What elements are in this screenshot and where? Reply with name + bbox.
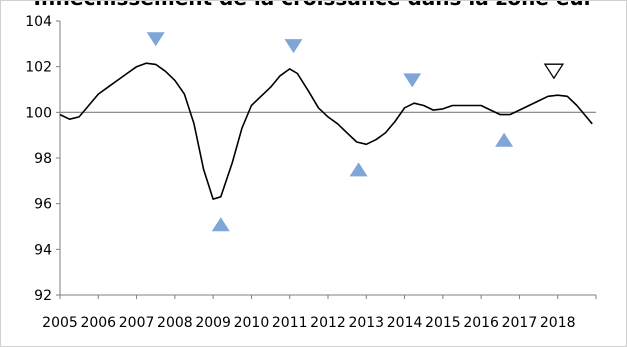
peak-marker bbox=[403, 73, 422, 88]
y-tick-label: 92 bbox=[34, 288, 52, 304]
x-tick-label: 2018 bbox=[540, 315, 576, 331]
peak-marker bbox=[543, 63, 565, 80]
trough-marker bbox=[211, 217, 230, 232]
peak-marker bbox=[284, 39, 303, 54]
marker-layer bbox=[146, 32, 565, 232]
x-tick-label: 2015 bbox=[425, 315, 461, 331]
series-layer bbox=[59, 62, 593, 200]
x-tick-label: 2008 bbox=[157, 315, 193, 331]
x-tick-label: 2016 bbox=[463, 315, 499, 331]
y-tick-label: 102 bbox=[25, 60, 52, 76]
y-tick-label: 98 bbox=[34, 151, 52, 167]
x-tick-label: 2011 bbox=[272, 315, 308, 331]
y-tick-label: 96 bbox=[34, 197, 52, 213]
x-tick-label: 2006 bbox=[80, 315, 116, 331]
y-tick-label: 104 bbox=[25, 14, 52, 30]
x-tick-label: 2014 bbox=[387, 315, 423, 331]
x-tick-label: 2013 bbox=[348, 315, 384, 331]
y-tick-label: 94 bbox=[34, 242, 52, 258]
trough-marker bbox=[495, 132, 514, 147]
series-line bbox=[59, 62, 593, 200]
x-tick-label: 2017 bbox=[502, 315, 538, 331]
chart-title: Infléchissement de la croissance dans la… bbox=[0, 0, 627, 10]
x-tick-label: 2009 bbox=[195, 315, 231, 331]
x-tick-label: 2007 bbox=[119, 315, 155, 331]
x-tick-label: 2010 bbox=[234, 315, 270, 331]
peak-marker bbox=[146, 32, 165, 47]
trough-marker bbox=[349, 162, 368, 177]
x-tick-label: 2012 bbox=[310, 315, 346, 331]
y-tick-label: 100 bbox=[25, 105, 52, 121]
x-tick-label: 2005 bbox=[42, 315, 78, 331]
